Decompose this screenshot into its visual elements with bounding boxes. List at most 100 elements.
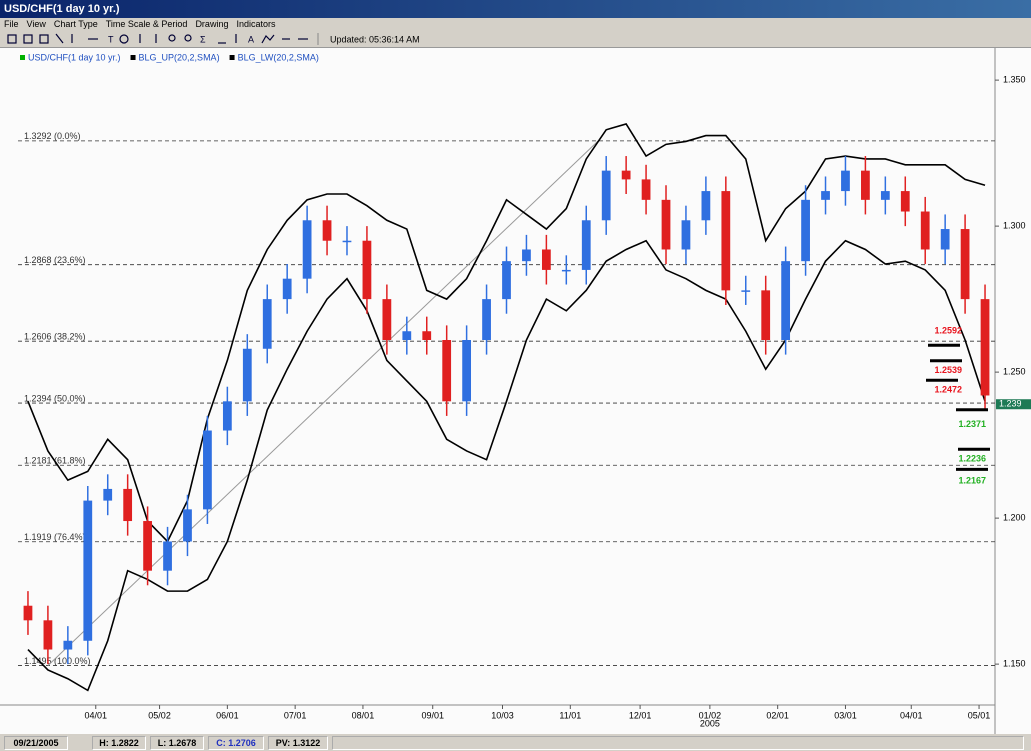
chart-background — [0, 48, 1031, 734]
x-tick-label: 03/01 — [834, 710, 857, 720]
candle-body — [183, 509, 192, 542]
candle-body — [382, 299, 392, 340]
candle-body — [900, 191, 910, 212]
x-tick-label: 05/02 — [148, 710, 171, 720]
legend-label: BLG_UP(20,2,SMA) — [139, 52, 220, 62]
candle-body — [761, 290, 771, 340]
toolbar: T Σ A Updated: 05:36:14 AM — [0, 33, 1031, 48]
scrollbar[interactable] — [332, 736, 1024, 750]
legend-swatch — [20, 55, 25, 60]
fib-label: 1.3292 (0.0%) — [24, 131, 81, 141]
menu-item[interactable]: Chart Type — [53, 19, 98, 29]
title-bar: USD/CHF(1 day 10 yr.) — [0, 0, 1031, 18]
candle-body — [601, 170, 611, 221]
candle-body — [701, 191, 711, 221]
status-field: L: 1.2678 — [150, 736, 204, 750]
x-tick-label: 05/01 — [968, 710, 991, 720]
candle-body — [242, 348, 252, 402]
toolbar-icons[interactable]: T Σ A — [7, 33, 308, 44]
legend-swatch — [130, 55, 136, 60]
status-field: PV: 1.3122 — [268, 736, 328, 750]
price-tag — [996, 399, 1031, 410]
candle-body — [561, 269, 571, 272]
menu-item[interactable]: Indicators — [236, 19, 276, 29]
candle-body — [262, 299, 272, 349]
x-tick-label: 02/01 — [766, 710, 789, 720]
x-tick-label: 06/01 — [216, 710, 239, 720]
candle-body — [83, 500, 93, 641]
x-tick-label: 09/01 — [421, 710, 444, 720]
status-bar: 09/21/2005 H: 1.2822 L: 1.2678 C: 1.2706 PV:… — [0, 734, 1031, 751]
x-tick-sublabel: 2005 — [700, 718, 720, 728]
legend-label: BLG_LW(20,2,SMA) — [238, 52, 319, 62]
svg-text:Σ: Σ — [200, 34, 206, 44]
candle-body — [422, 331, 432, 340]
candle-body — [502, 261, 511, 300]
menu-bar: File View Chart Type Time Scale & Period Dra… — [0, 18, 1031, 31]
level-label: 1.2472 — [934, 385, 962, 395]
level-label: 1.2539 — [934, 365, 962, 375]
candle-body — [282, 278, 292, 300]
fib-label: 1.2868 (23.6%) — [24, 255, 86, 265]
candle-body — [681, 220, 691, 250]
legend-label: USD/CHF(1 day 10 yr.) — [28, 52, 121, 62]
candle-body — [322, 220, 332, 241]
x-tick-label: 11/01 — [559, 710, 581, 720]
candle-body — [43, 620, 53, 650]
candle-body — [801, 199, 810, 262]
candle-body — [63, 640, 73, 650]
candle-body — [741, 290, 751, 292]
candle-body — [781, 261, 791, 340]
fib-label: 1.1919 (76.4%) — [24, 532, 86, 542]
y-tick-label: 1.350 — [1003, 74, 1026, 84]
level-label: 1.2167 — [958, 476, 986, 486]
trendline — [47, 140, 599, 666]
candle-body — [163, 541, 172, 571]
status-field: C: 1.2706 — [208, 736, 264, 750]
candle-body — [482, 299, 491, 340]
updated-time: Updated: 05:36:14 AM — [330, 34, 420, 44]
candle-body — [302, 220, 312, 279]
legend-swatch — [229, 55, 235, 60]
chart: 1.350 1.300 1.250 1.200 1.150 04/01 05/02 06/01… — [0, 48, 1031, 734]
candle-body — [661, 199, 671, 250]
y-tick-label: 1.200 — [1003, 512, 1026, 522]
x-tick-label: 07/01 — [284, 710, 307, 720]
x-tick-label: 10/03 — [491, 710, 514, 720]
candle-body — [940, 229, 950, 250]
x-tick-label: 04/01 — [900, 710, 923, 720]
fib-label: 1.2606 (38.2%) — [24, 332, 86, 342]
level-label: 1.2592 — [934, 326, 962, 336]
candle-body — [462, 340, 472, 402]
candle-body — [880, 191, 890, 200]
candle-body — [960, 229, 970, 300]
x-tick-label: 01/02 — [699, 710, 722, 720]
candle-body — [143, 521, 152, 571]
candle-body — [541, 249, 551, 270]
y-tick-label: 1.250 — [1003, 366, 1026, 376]
candle-body — [980, 299, 990, 396]
candle-body — [841, 170, 850, 192]
bollinger-band — [27, 239, 986, 692]
candle-body — [920, 211, 930, 250]
svg-text:A: A — [248, 34, 254, 44]
status-field: 09/21/2005 — [4, 736, 68, 750]
level-label: 1.2236 — [958, 454, 986, 464]
svg-text:T: T — [108, 34, 114, 44]
fib-label: 1.1495 (100.0%) — [24, 656, 91, 666]
x-tick-label: 04/01 — [84, 710, 107, 720]
candle-body — [442, 340, 452, 402]
level-label: 1.2371 — [958, 419, 986, 429]
candle-body — [23, 605, 33, 621]
menu-item[interactable]: File — [4, 19, 19, 29]
menu-item[interactable]: Time Scale & Period — [105, 19, 188, 29]
candle-body — [641, 179, 651, 200]
y-tick-label: 1.150 — [1003, 658, 1026, 668]
x-tick-label: 08/01 — [352, 710, 375, 720]
fib-label: 1.2394 (50.0%) — [24, 393, 86, 403]
menu-item[interactable]: Drawing — [195, 19, 229, 29]
menu-item[interactable]: View — [26, 19, 46, 29]
status-field: H: 1.2822 — [92, 736, 146, 750]
y-tick-label: 1.300 — [1003, 220, 1026, 230]
